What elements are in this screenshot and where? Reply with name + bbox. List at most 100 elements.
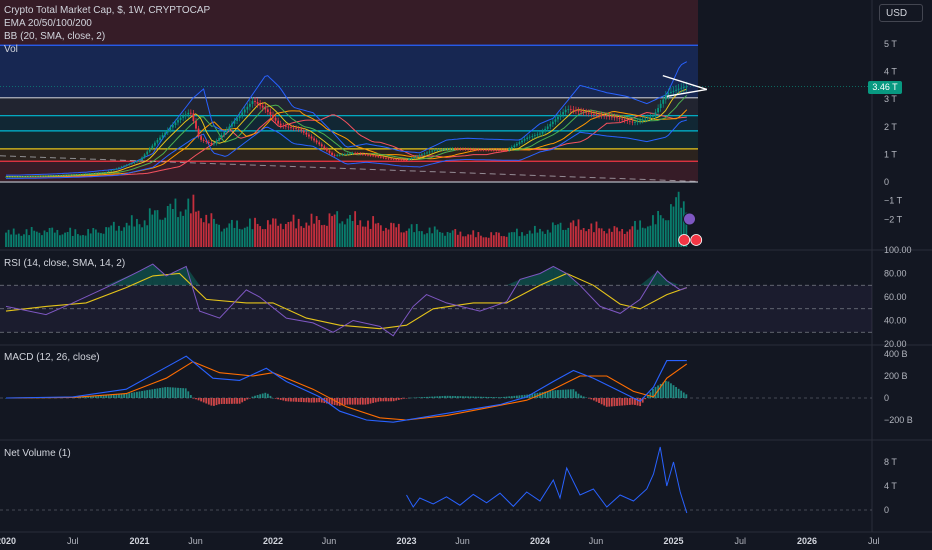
volume-bar (112, 221, 115, 247)
candle-body (415, 156, 418, 158)
volume-bar (379, 225, 382, 247)
macd-histogram-bar (305, 398, 308, 403)
volume-bar (528, 230, 531, 247)
macd-histogram-bar (485, 396, 487, 398)
macd-histogram-bar (418, 397, 421, 398)
volume-bar (143, 220, 146, 247)
macd-histogram-bar (405, 398, 408, 399)
candle-body (644, 118, 647, 120)
macd-histogram-bar (82, 396, 84, 398)
volume-bar (551, 222, 554, 247)
macd-histogram-bar (287, 398, 290, 402)
volume-bar (123, 227, 125, 247)
candle-body (284, 126, 287, 127)
macd-histogram-bar (308, 398, 310, 403)
candle-body (254, 101, 256, 102)
macd-histogram-bar (189, 395, 192, 398)
macd-histogram-bar (618, 398, 621, 406)
zone-bottom (0, 161, 698, 182)
volume-bar (541, 231, 544, 247)
candle-body (328, 150, 331, 153)
currency-button[interactable]: USD (879, 4, 923, 22)
macd-histogram-bar (472, 396, 475, 398)
macd-histogram-bar (449, 395, 452, 398)
candle-body (228, 126, 231, 130)
volume-bar (364, 226, 367, 247)
macd-histogram-bar (410, 397, 413, 399)
netvol-legend: Net Volume (1) (4, 448, 71, 459)
candle-body (264, 107, 267, 110)
candle-body (182, 116, 185, 118)
volume-bar (87, 229, 90, 247)
macd-histogram-bar (469, 396, 472, 398)
volume-bar (659, 215, 662, 247)
candle-body (436, 149, 439, 151)
volume-bar (136, 218, 138, 247)
macd-histogram-bar (182, 388, 185, 398)
bb-legend: BB (20, SMA, close, 2) (4, 31, 106, 42)
macd-histogram-bar (659, 383, 662, 398)
candle-body (69, 174, 72, 176)
candle-body (498, 150, 500, 151)
macd-histogram-bar (480, 396, 482, 398)
volume-bar (559, 222, 562, 247)
candle-body (35, 175, 38, 177)
macd-histogram-bar (177, 387, 179, 398)
volume-bar (266, 220, 269, 247)
macd-histogram-bar (634, 398, 636, 405)
macd-histogram-bar (495, 397, 498, 398)
macd-histogram-bar (84, 396, 87, 398)
x-tick-label: 2020 (0, 536, 16, 546)
volume-bar (510, 232, 513, 247)
volume-bar (210, 213, 213, 247)
macd-histogram-bar (112, 394, 115, 398)
macd-histogram-bar (385, 398, 387, 402)
candle-body (74, 174, 77, 176)
volume-bar (279, 223, 282, 247)
macd-histogram-bar (510, 396, 513, 398)
candle-body (533, 135, 536, 137)
volume-bar (677, 191, 680, 247)
volume-bar (526, 233, 529, 247)
macd-histogram-bar (382, 398, 385, 402)
macd-histogram-bar (646, 395, 649, 398)
macd-histogram-bar (421, 397, 423, 398)
candle-body (53, 175, 56, 177)
candle-body (202, 139, 205, 141)
candle-body (623, 119, 626, 121)
volume-bar (92, 228, 95, 247)
volume-bar (328, 213, 331, 247)
candle-body (392, 158, 395, 160)
macd-histogram-bar (462, 396, 464, 398)
volume-bar (97, 232, 100, 247)
macd-histogram-bar (400, 398, 403, 400)
macd-histogram-bar (685, 394, 688, 398)
candle-body (490, 149, 493, 151)
candle-body (310, 136, 313, 139)
macd-histogram-bar (261, 393, 264, 398)
volume-bar (469, 234, 472, 247)
macd-histogram-bar (115, 394, 118, 398)
volume-bar (670, 204, 672, 247)
macd-histogram-bar (236, 398, 238, 404)
candle-body (233, 120, 236, 124)
candle-body (541, 131, 544, 134)
macd-histogram-bar (5, 398, 7, 399)
candle-body (305, 132, 308, 135)
volume-bar (154, 210, 156, 247)
x-tick-label: Jun (455, 536, 470, 546)
macd-histogram-bar (207, 398, 210, 405)
x-tick-label: Jul (67, 536, 79, 546)
candle-body (195, 120, 197, 129)
volume-bar (626, 231, 629, 247)
volume-bar (82, 235, 84, 247)
candle-body (397, 159, 400, 160)
candle-body (349, 153, 351, 155)
macd-histogram-bar (118, 394, 120, 398)
candle-body (205, 140, 208, 142)
volume-bar (341, 221, 344, 247)
candle-body (274, 117, 277, 121)
macd-histogram-bar (213, 398, 215, 406)
candle-body (441, 149, 444, 151)
